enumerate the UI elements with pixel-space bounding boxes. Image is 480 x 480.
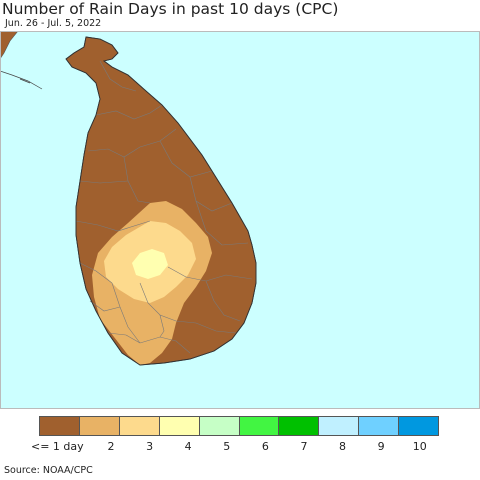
legend-label-1: 2	[107, 440, 115, 453]
legend-label-3: 4	[184, 440, 192, 453]
legend-swatch-5	[239, 417, 280, 435]
source-credit: Source: NOAA/CPC	[4, 465, 93, 476]
rain-days-map	[0, 31, 480, 409]
legend-swatch-0	[40, 417, 80, 435]
sri-lanka-coastline	[65, 36, 257, 366]
legend-labels: <= 1 day 2 3 4 5 6 7 8 9 10	[31, 440, 439, 456]
legend-label-0: <= 1 day	[31, 440, 84, 453]
legend-label-5: 6	[261, 440, 269, 453]
date-range: Jun. 26 - Jul. 5, 2022	[5, 18, 102, 29]
legend-label-7: 8	[339, 440, 347, 453]
legend-swatch-1	[79, 417, 120, 435]
legend-label-9: 10	[412, 440, 427, 453]
legend-swatch-3	[159, 417, 200, 435]
legend-label-6: 7	[300, 440, 308, 453]
coast-islets	[0, 70, 43, 90]
legend-label-4: 5	[223, 440, 231, 453]
legend-label-8: 9	[377, 440, 385, 453]
legend-swatch-6	[279, 417, 320, 435]
legend-swatch-2	[119, 417, 160, 435]
legend-swatch-7	[319, 417, 360, 435]
india-coast	[0, 31, 19, 60]
zone-4-days	[132, 249, 168, 279]
legend-colorbar	[39, 416, 439, 436]
district-boundaries	[75, 60, 253, 354]
legend-swatch-8	[359, 417, 400, 435]
legend-swatch-4	[199, 417, 240, 435]
legend-swatch-9	[399, 417, 439, 435]
legend-label-2: 3	[146, 440, 154, 453]
map-title: Number of Rain Days in past 10 days (CPC…	[2, 0, 339, 18]
